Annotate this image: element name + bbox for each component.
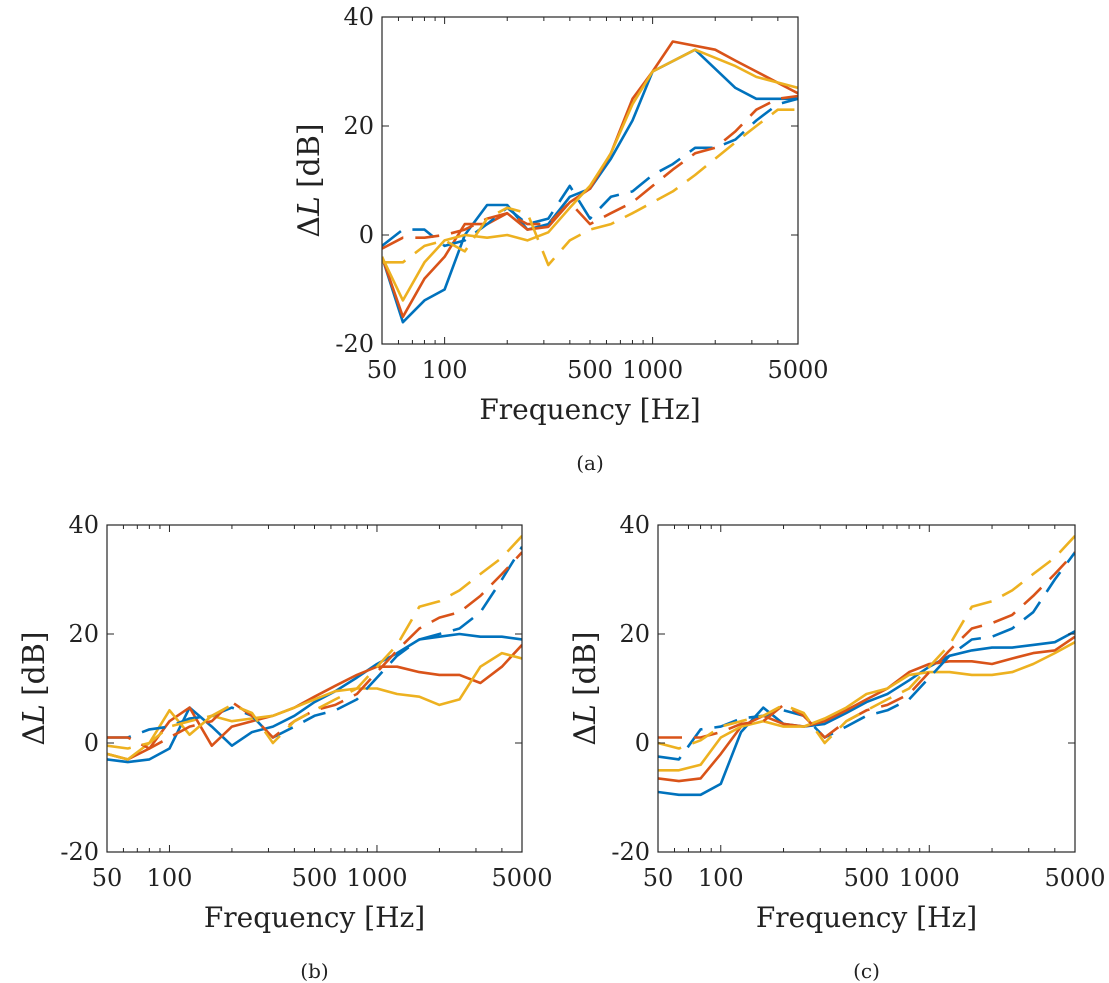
series-line-yellow-dashed	[107, 535, 522, 750]
x-tick-label: 5000	[1044, 864, 1105, 892]
y-axis-label: ΔL [dB]	[17, 631, 52, 745]
x-axis-label: Frequency [Hz]	[479, 393, 700, 426]
x-tick-label: 100	[422, 356, 468, 384]
panel-a: 50 100 500 1000 5000 -20 0 20 40 Frequency [Hz] ΔL…	[292, 3, 829, 475]
y-axis-variable: L	[568, 704, 603, 725]
y-axis-symbol: Δ	[292, 216, 327, 238]
y-axis-symbol: Δ	[568, 724, 603, 746]
series-group	[382, 40, 798, 324]
series-line-yellow-solid	[658, 641, 1075, 772]
y-axis-symbol: Δ	[17, 724, 52, 746]
panel-caption: (b)	[300, 959, 328, 983]
y-tick-label: 40	[619, 511, 650, 539]
series-group	[107, 535, 522, 764]
series-group	[658, 535, 1075, 797]
series-line-blue-dashed	[658, 551, 1075, 761]
y-tick-label: 40	[343, 3, 374, 31]
y-tick-label: -20	[335, 330, 374, 358]
x-axis-label: Frequency [Hz]	[204, 901, 425, 934]
series-line-blue-solid	[382, 48, 798, 324]
panel-b: 50 100 500 1000 5000 -20 0 20 40 Frequency [Hz] ΔL…	[17, 511, 553, 983]
series-line-red-dashed	[382, 94, 798, 250]
y-tick-label: 0	[359, 221, 374, 249]
y-tick-label: 20	[68, 620, 99, 648]
panel-caption: (c)	[853, 959, 880, 983]
series-line-yellow-solid	[382, 48, 798, 302]
y-tick-label: 20	[619, 620, 650, 648]
x-tick-label: 50	[92, 864, 123, 892]
y-axis-variable: L	[17, 704, 52, 725]
x-tick-label: 1000	[622, 356, 683, 384]
series-line-red-solid	[658, 635, 1075, 783]
y-axis-unit: [dB]	[292, 123, 327, 188]
series-line-blue-dashed	[107, 546, 522, 739]
y-axis-unit: [dB]	[17, 631, 52, 696]
y-tick-label: 40	[68, 511, 99, 539]
x-tick-label: 500	[844, 864, 890, 892]
y-tick-label: 0	[635, 729, 650, 757]
series-line-yellow-dashed	[658, 535, 1075, 750]
series-line-red-solid	[382, 40, 798, 319]
x-tick-label: 500	[567, 356, 613, 384]
x-tick-label: 1000	[899, 864, 960, 892]
y-axis-label: ΔL [dB]	[292, 123, 327, 237]
x-tick-label: 50	[643, 864, 674, 892]
y-tick-label: -20	[611, 838, 650, 866]
x-tick-label: 100	[147, 864, 193, 892]
x-tick-label: 500	[292, 864, 338, 892]
y-tick-label: 20	[343, 112, 374, 140]
y-axis-variable: L	[292, 196, 327, 217]
series-line-red-dashed	[107, 551, 522, 750]
plot-frame	[106, 524, 523, 853]
y-tick-label: 0	[84, 729, 99, 757]
x-tick-label: 5000	[491, 864, 552, 892]
series-line-yellow-solid	[107, 651, 522, 761]
series-line-blue-solid	[658, 630, 1075, 797]
panel-c: 50 100 500 1000 5000 -20 0 20 40 Frequency [Hz] ΔL…	[568, 511, 1106, 983]
x-tick-label: 5000	[767, 356, 828, 384]
x-tick-label: 50	[367, 356, 398, 384]
y-tick-label: -20	[60, 838, 99, 866]
series-line-red-dashed	[658, 551, 1075, 739]
x-tick-label: 1000	[346, 864, 407, 892]
x-axis-label: Frequency [Hz]	[756, 901, 977, 934]
panel-caption: (a)	[576, 451, 604, 475]
series-line-yellow-dashed	[382, 108, 798, 267]
y-axis-unit: [dB]	[568, 631, 603, 696]
x-tick-label: 100	[698, 864, 744, 892]
plot-frame	[657, 524, 1076, 853]
y-axis-label: ΔL [dB]	[568, 631, 603, 745]
